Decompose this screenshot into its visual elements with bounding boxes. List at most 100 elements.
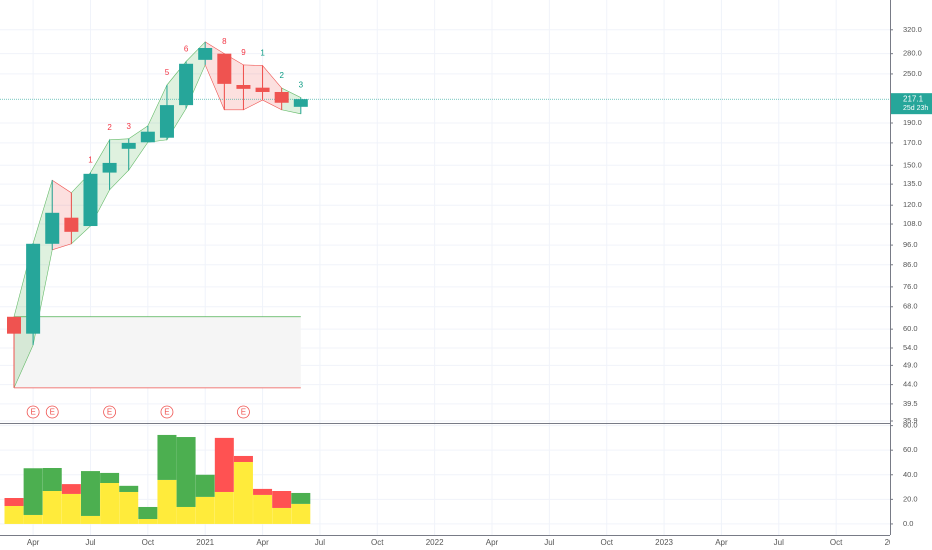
- volume-bar: [80, 515, 100, 524]
- y-tick-label: 190.0: [903, 118, 922, 127]
- y-tick-label: 39.5: [903, 399, 918, 408]
- sequence-label: 1: [260, 49, 265, 58]
- y-tick-label: 135.0: [903, 179, 922, 188]
- sequence-label: 2: [279, 71, 284, 80]
- sequence-label: 9: [241, 48, 246, 57]
- volume-bar: [119, 491, 139, 524]
- volume-bar: [42, 468, 62, 491]
- x-tick-label: Oct: [830, 538, 843, 547]
- candle-body: [236, 84, 251, 89]
- volume-bar: [253, 488, 273, 495]
- x-tick-label: 2022: [426, 538, 444, 547]
- candle-body: [102, 162, 117, 173]
- y-tick-label: 20.0: [903, 494, 918, 503]
- volume-bar: [100, 483, 120, 524]
- volume-bar: [4, 498, 24, 506]
- volume-bar: [291, 492, 311, 504]
- volume-bar: [157, 434, 177, 480]
- y-tick-label: 54.0: [903, 343, 918, 352]
- volume-bar: [195, 474, 215, 497]
- volume-bar: [42, 490, 62, 524]
- volume-bar: [138, 519, 158, 524]
- range-shade: [14, 316, 301, 388]
- sequence-label: 3: [126, 122, 131, 131]
- sequence-label: 8: [222, 37, 227, 46]
- x-tick-label: 2023: [655, 538, 673, 547]
- y-tick-label: 60.0: [903, 324, 918, 333]
- y-tick-label: 86.0: [903, 260, 918, 269]
- candle-body: [179, 63, 194, 106]
- candle-body: [121, 142, 136, 149]
- candle-body: [140, 131, 155, 143]
- x-tick-label: Jul: [544, 538, 554, 547]
- candle-body: [198, 48, 213, 60]
- x-tick-label: Oct: [142, 538, 155, 547]
- candle-body: [64, 217, 79, 232]
- volume-bar: [272, 507, 292, 524]
- volume-bar: [176, 506, 196, 524]
- event-marker: [26, 405, 40, 419]
- candle-body: [293, 99, 308, 107]
- x-tick-label: Apr: [256, 538, 269, 547]
- sequence-label: 1: [88, 156, 93, 165]
- y-tick-label: 76.0: [903, 282, 918, 291]
- event-label: E: [30, 408, 35, 417]
- volume-bar: [214, 491, 234, 524]
- event-label: E: [241, 408, 246, 417]
- x-tick-label: Apr: [715, 538, 728, 547]
- y-tick-label: 150.0: [903, 160, 922, 169]
- y-tick-label: 35.9: [903, 416, 918, 425]
- volume-bar: [80, 471, 100, 516]
- x-tick-label: Jul: [85, 538, 95, 547]
- volume-bar: [23, 468, 43, 515]
- y-tick-label: 0.0: [903, 519, 913, 528]
- volume-bar: [214, 437, 234, 492]
- y-tick-label: 320.0: [903, 25, 922, 34]
- candle-body: [255, 87, 270, 92]
- volume-bar: [61, 484, 81, 494]
- sequence-label: 6: [184, 45, 189, 54]
- volume-bar: [138, 506, 158, 520]
- volume-bar: [233, 461, 253, 524]
- candle-body: [45, 212, 60, 244]
- event-marker: [45, 405, 59, 419]
- countdown: 25d 23h: [903, 105, 928, 112]
- sequence-label: 5: [165, 68, 170, 77]
- event-label: E: [107, 408, 112, 417]
- volume-bar: [23, 514, 43, 524]
- candle-body: [83, 173, 98, 227]
- volume-bar: [61, 493, 81, 524]
- candle-body: [7, 316, 21, 334]
- volume-bar: [157, 479, 177, 524]
- y-tick-label: 49.0: [903, 360, 918, 369]
- x-tick-label: Jul: [774, 538, 784, 547]
- y-tick-label: 44.0: [903, 380, 918, 389]
- event-marker: [103, 405, 116, 419]
- y-tick-label: 280.0: [903, 49, 922, 58]
- x-tick-label: 2021: [196, 538, 214, 547]
- price-label: 217.1: [903, 94, 924, 103]
- y-tick-label: 170.0: [903, 138, 922, 147]
- volume-bar: [233, 455, 253, 462]
- y-tick-label: 108.0: [903, 219, 922, 228]
- volume-bar: [291, 503, 311, 524]
- volume-bar: [195, 496, 215, 524]
- event-marker: [160, 405, 174, 419]
- price-label-box: [891, 93, 932, 115]
- candle-body: [217, 53, 232, 84]
- volume-bar: [4, 505, 24, 524]
- event-marker: [237, 405, 250, 419]
- y-tick-label: 120.0: [903, 200, 922, 209]
- event-label: E: [164, 408, 169, 417]
- event-label: E: [50, 408, 55, 417]
- volume-bar: [176, 437, 196, 507]
- volume-bar: [272, 490, 292, 508]
- y-tick-label: 68.0: [903, 302, 918, 311]
- y-tick-label: 250.0: [903, 69, 922, 78]
- y-tick-label: 40.0: [903, 470, 918, 479]
- y-tick-label: 96.0: [903, 240, 918, 249]
- price-scale: [890, 0, 932, 550]
